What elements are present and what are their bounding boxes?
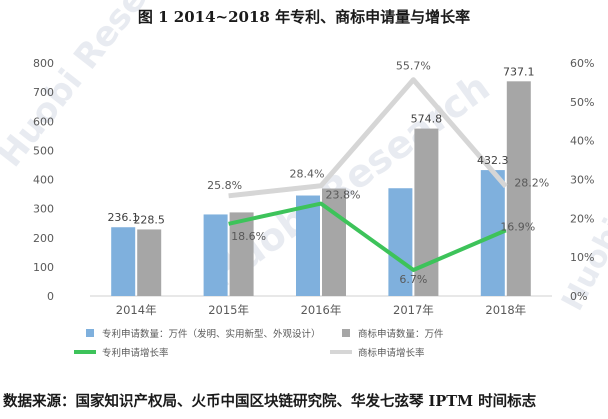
line-value-label: 28.4% bbox=[290, 168, 325, 181]
y-right-tick-label: 50% bbox=[570, 96, 594, 109]
bar bbox=[111, 227, 136, 296]
data-source-note: 数据来源：国家知识产权局、火币中国区块链研究院、华发七弦琴 IPTM 时间标志 bbox=[3, 393, 537, 410]
line-value-label: 6.7% bbox=[399, 273, 427, 286]
bar bbox=[414, 128, 439, 296]
bar-value-label: 737.1 bbox=[503, 65, 535, 78]
bar bbox=[388, 188, 413, 296]
y-left-tick-label: 700 bbox=[33, 86, 54, 99]
legend-swatch bbox=[342, 329, 350, 337]
x-tick-label: 2015年 bbox=[208, 303, 249, 317]
y-right-tick-label: 30% bbox=[570, 174, 594, 187]
y-left-tick-label: 600 bbox=[33, 115, 54, 128]
y-right-tick-label: 20% bbox=[570, 212, 594, 225]
bar bbox=[203, 214, 228, 296]
x-tick-label: 2016年 bbox=[301, 303, 342, 317]
growth-line bbox=[228, 201, 507, 272]
bar-value-label: 228.5 bbox=[133, 213, 165, 226]
bar-value-label: 574.8 bbox=[411, 113, 443, 126]
bar bbox=[296, 195, 320, 296]
y-right-tick-label: 0% bbox=[570, 290, 587, 303]
growth-line bbox=[228, 77, 508, 199]
line-value-label: 55.7% bbox=[396, 60, 431, 73]
line-value-label: 23.8% bbox=[326, 189, 361, 202]
line-value-label: 18.6% bbox=[231, 230, 266, 243]
bar bbox=[506, 81, 531, 296]
y-left-tick-label: 0 bbox=[47, 290, 54, 303]
y-left-tick-label: 400 bbox=[33, 174, 54, 187]
legend-label: 专利申请数量：万件（发明、实用新型、外观设计） bbox=[102, 328, 321, 340]
y-left-tick-label: 500 bbox=[33, 144, 54, 157]
y-left-tick-label: 100 bbox=[33, 261, 54, 274]
x-tick-label: 2014年 bbox=[116, 303, 157, 317]
x-tick-label: 2017年 bbox=[393, 303, 434, 317]
line-value-label: 16.9% bbox=[500, 220, 535, 233]
y-right-tick-label: 40% bbox=[570, 135, 594, 148]
legend-label: 商标申请数量：万件 bbox=[358, 328, 444, 340]
x-tick-label: 2018年 bbox=[485, 303, 526, 317]
legend-label: 专利申请增长率 bbox=[102, 347, 169, 359]
line-value-label: 25.8% bbox=[207, 179, 242, 192]
bar bbox=[137, 229, 162, 296]
legend-label: 商标申请增长率 bbox=[358, 347, 425, 359]
bar-value-label: 236.1 bbox=[107, 211, 139, 224]
bar-value-label: 432.3 bbox=[477, 154, 509, 167]
chart-title: 图 1 2014~2018 年专利、商标申请量与增长率 bbox=[137, 8, 471, 26]
y-left-tick-label: 200 bbox=[33, 232, 54, 245]
y-right-tick-label: 10% bbox=[570, 251, 594, 264]
y-left-tick-label: 300 bbox=[33, 203, 54, 216]
y-left-tick-label: 800 bbox=[33, 57, 54, 70]
line-value-label: 28.2% bbox=[514, 176, 549, 189]
y-right-tick-label: 60% bbox=[570, 57, 594, 70]
bar bbox=[229, 212, 254, 296]
legend-swatch bbox=[86, 329, 94, 337]
